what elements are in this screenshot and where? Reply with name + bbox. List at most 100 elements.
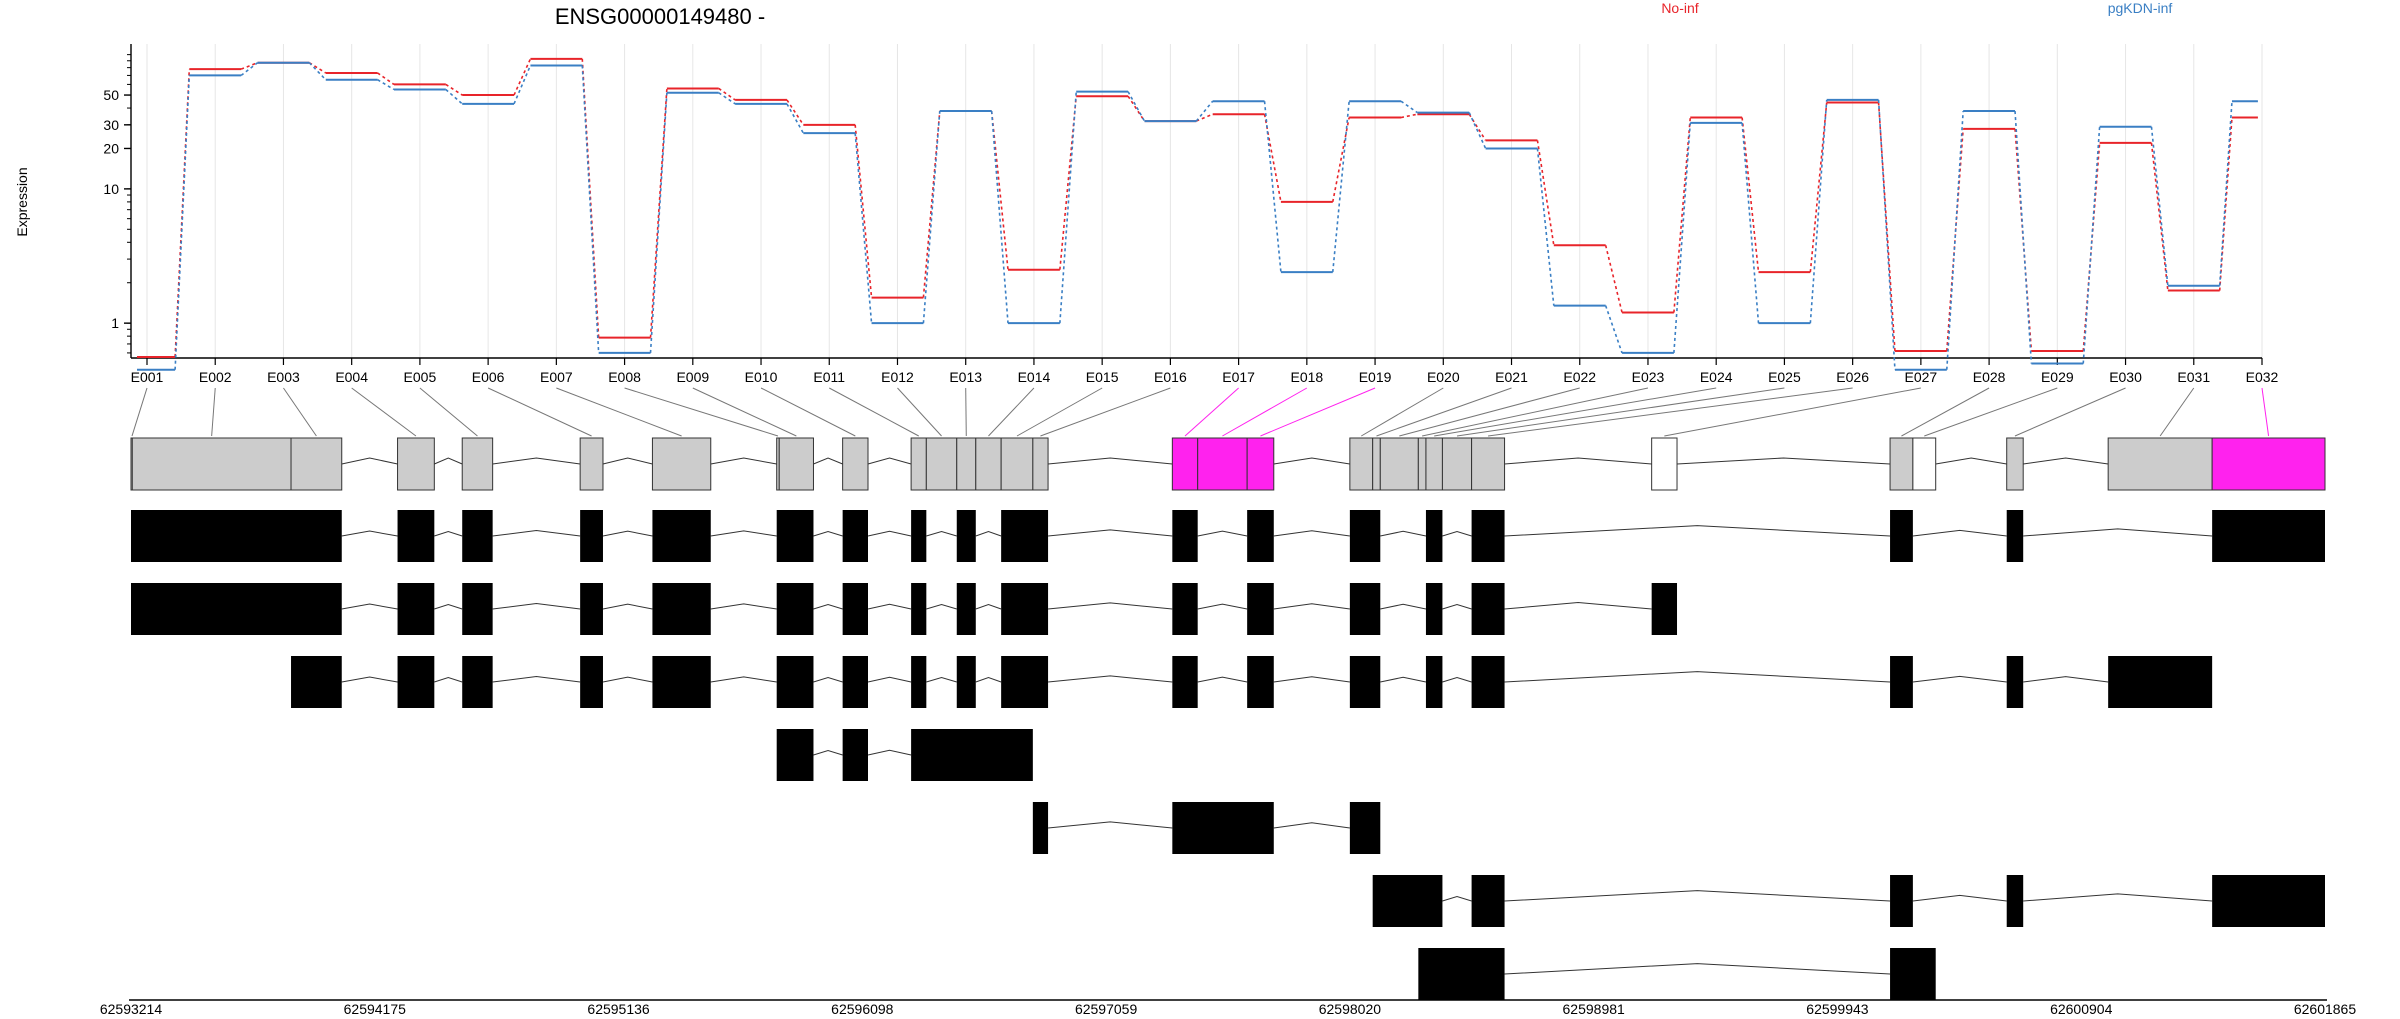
series-connector (1741, 122, 1760, 324)
transcript-intron (341, 530, 398, 537)
series-connector (922, 110, 941, 324)
series-connector (786, 99, 805, 126)
series-connector (1331, 117, 1350, 203)
transcript-exon (1172, 802, 1274, 854)
exon-leader-line (351, 387, 417, 437)
transcript-intron (341, 676, 398, 683)
transcript-intron (1504, 890, 1891, 902)
exon-leader-line (1184, 387, 1239, 437)
transcript-intron (1380, 530, 1427, 537)
transcript-exon (1425, 656, 1443, 708)
transcript-intron (867, 530, 912, 537)
x-tick-label: E011 (813, 369, 845, 385)
transcript-exon (462, 583, 493, 635)
transcript-exon (1372, 875, 1443, 927)
transcript-exon (397, 583, 435, 635)
transcript-intron (1273, 530, 1350, 537)
transcript-intron (602, 603, 653, 610)
series-connector (854, 133, 873, 324)
genomic-tick-label: 62595136 (587, 1001, 650, 1017)
transcript-intron (492, 530, 581, 537)
transcript-intron (1380, 603, 1427, 610)
transcript-intron (434, 677, 463, 683)
model-exon-e016 (1032, 437, 1049, 491)
transcript-intron (1504, 602, 1652, 610)
exon-leader-line (1488, 387, 1853, 437)
transcript-intron (813, 676, 843, 683)
transcript-intron (926, 676, 957, 683)
model-intron (1935, 457, 2007, 465)
series-connector (445, 88, 463, 105)
model-intron (341, 457, 398, 465)
series-connector (2082, 126, 2101, 364)
exon-leader-line (487, 387, 592, 437)
series-connector (1263, 114, 1282, 203)
model-intron (1048, 457, 1173, 465)
genomic-tick-label: 62596098 (831, 1001, 894, 1017)
x-tick-label: E022 (1563, 369, 1596, 385)
x-tick-label: E029 (2041, 369, 2074, 385)
series-connector (1673, 122, 1692, 353)
transcript-intron (1048, 529, 1173, 537)
series-connector (718, 92, 736, 105)
transcript-exon (911, 729, 1033, 781)
genomic-tick-label: 62598981 (1563, 1001, 1626, 1017)
transcript-exon (291, 656, 342, 708)
transcript-exon (580, 656, 603, 708)
model-exon-e019 (1246, 437, 1275, 491)
transcript-exon (1349, 802, 1381, 854)
transcript-exon (1001, 656, 1049, 708)
genomic-tick-label: 62599943 (1806, 1001, 1869, 1017)
series-connector (1468, 113, 1487, 141)
x-tick-label: E009 (676, 369, 709, 385)
model-intron (602, 457, 653, 465)
model-exon-e005 (461, 437, 494, 491)
series-connector (513, 65, 532, 105)
exon-leader-line (624, 387, 779, 437)
transcript-intron (975, 604, 1002, 610)
series-connector (2218, 117, 2233, 291)
exon-leader-line (283, 387, 317, 437)
transcript-intron (492, 676, 581, 683)
transcript-exon (1425, 510, 1443, 562)
series-connector (1400, 100, 1418, 114)
transcript-exon (911, 583, 927, 635)
transcript-intron (2023, 893, 2213, 902)
genomic-tick-label: 62597059 (1075, 1001, 1138, 1017)
exon-leader-line (692, 387, 797, 437)
transcript-exon (462, 656, 493, 708)
series-connector (1945, 128, 1964, 352)
x-tick-label: E005 (404, 369, 437, 385)
series-connector (1263, 101, 1282, 273)
series-connector (990, 110, 1009, 324)
model-exon-e025 (1441, 437, 1473, 491)
transcript-intron (1504, 525, 1891, 537)
transcript-intron (1912, 894, 2007, 902)
exon-leader-line (1399, 387, 1580, 437)
gene-model (130, 387, 2326, 491)
genomic-coordinate-axis: 62593214 62594175 62595136 62596098 62597059… (100, 999, 2356, 1017)
transcript-exon (1471, 583, 1505, 635)
y-tick-label: 10 (103, 181, 119, 197)
y-tick-label: 20 (103, 140, 119, 156)
transcript-intron (434, 604, 463, 610)
exon-leader-line (211, 387, 216, 437)
exon-leader-line (897, 387, 942, 437)
exon-leader-line (131, 387, 148, 437)
series-connector (2014, 128, 2033, 352)
x-tick-label: E030 (2109, 369, 2142, 385)
transcript-exon (1247, 510, 1274, 562)
model-exon-e010 (842, 437, 869, 491)
model-exon-e026 (1471, 437, 1506, 491)
transcript-exon (842, 729, 868, 781)
exon-leader-line (1456, 387, 1785, 437)
x-tick-label: E028 (1973, 369, 2006, 385)
chart-title: ENSG00000149480 - (555, 4, 765, 29)
model-exon-e031 (2107, 437, 2213, 491)
model-exon-e028 (1889, 437, 1914, 491)
series-connector (1741, 117, 1760, 273)
transcript-exon (1172, 510, 1198, 562)
genomic-tick-label: 62598020 (1319, 1001, 1382, 1017)
series-connector (1196, 113, 1213, 122)
